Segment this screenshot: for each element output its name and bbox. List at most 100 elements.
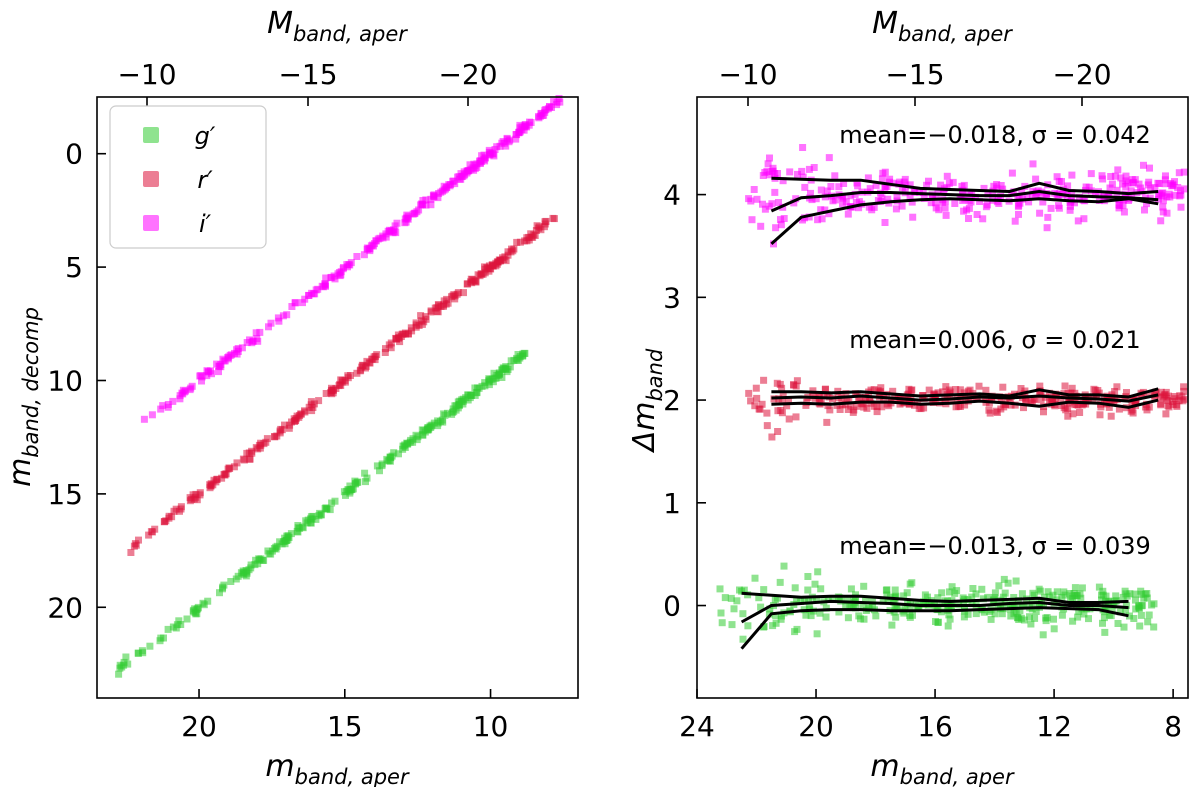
point (319, 283, 327, 291)
point (780, 562, 788, 570)
point (831, 172, 839, 180)
point (853, 390, 861, 398)
point (243, 339, 251, 346)
point (844, 614, 852, 622)
point (792, 413, 800, 421)
point (1025, 198, 1033, 206)
point (151, 525, 159, 533)
point (847, 192, 855, 200)
point (995, 582, 1003, 590)
top-x-tick-label: −15 (885, 58, 944, 91)
point (1146, 164, 1153, 172)
point (358, 363, 366, 371)
point (535, 223, 543, 231)
point (946, 615, 954, 623)
point (956, 193, 964, 201)
point (986, 608, 994, 615)
point (968, 600, 976, 608)
point (932, 204, 940, 212)
point (146, 642, 154, 650)
point (728, 621, 736, 629)
point (418, 201, 426, 209)
point (160, 518, 168, 526)
point (157, 405, 165, 413)
point (1114, 166, 1122, 174)
point (138, 647, 146, 655)
point (755, 594, 763, 602)
point (502, 363, 510, 371)
point (938, 589, 946, 597)
point (816, 609, 824, 617)
point (179, 386, 187, 394)
point (175, 617, 183, 625)
point (764, 160, 772, 168)
point (296, 412, 304, 419)
point (907, 387, 915, 395)
point (1111, 172, 1119, 180)
point (353, 369, 361, 377)
point (1107, 173, 1115, 180)
point (337, 268, 345, 276)
point (1107, 412, 1115, 420)
point (812, 195, 820, 203)
point (344, 263, 351, 271)
point (177, 621, 185, 628)
point (1044, 588, 1052, 596)
point (292, 299, 299, 307)
point (134, 649, 142, 657)
point (1107, 612, 1115, 620)
point (786, 168, 794, 176)
point (960, 613, 968, 621)
point (882, 586, 890, 594)
point (763, 409, 771, 417)
left-axes-frame (96, 96, 579, 699)
point (1071, 199, 1078, 207)
point (242, 567, 250, 574)
point (826, 406, 834, 414)
point (409, 438, 417, 446)
point (363, 474, 371, 482)
y-tick-label: 0 (663, 590, 681, 623)
point (393, 219, 401, 227)
point (480, 151, 488, 159)
percentile-line-mid (740, 599, 1129, 624)
point (1055, 202, 1062, 210)
point (813, 630, 821, 638)
point (196, 489, 204, 497)
point (283, 311, 291, 319)
point (778, 409, 786, 417)
point (1064, 182, 1072, 190)
point (1150, 623, 1158, 631)
point (252, 556, 260, 564)
point (527, 119, 535, 126)
left-x-axis-label-main: m (265, 749, 294, 784)
point (1113, 383, 1121, 391)
point (271, 433, 278, 441)
point (983, 201, 991, 209)
point (721, 594, 729, 602)
right-top-x-axis-label: Mband, aper (872, 6, 1013, 46)
point (1157, 217, 1165, 225)
point (960, 389, 968, 397)
point (847, 402, 855, 410)
right-axes-frame (696, 96, 1189, 699)
point (1154, 195, 1162, 203)
point (164, 625, 172, 633)
point (362, 362, 370, 370)
point (857, 615, 864, 623)
percentile-line-lo (770, 197, 1159, 246)
point (829, 595, 837, 602)
point (1092, 604, 1100, 612)
point (1068, 189, 1076, 197)
point (969, 585, 977, 592)
point (1144, 618, 1152, 626)
point (1095, 583, 1103, 591)
point (176, 507, 183, 515)
point (1157, 388, 1165, 396)
point (293, 527, 301, 535)
point (1159, 189, 1167, 197)
point (736, 586, 743, 594)
point (945, 611, 953, 619)
point (760, 586, 768, 594)
point (434, 301, 442, 308)
